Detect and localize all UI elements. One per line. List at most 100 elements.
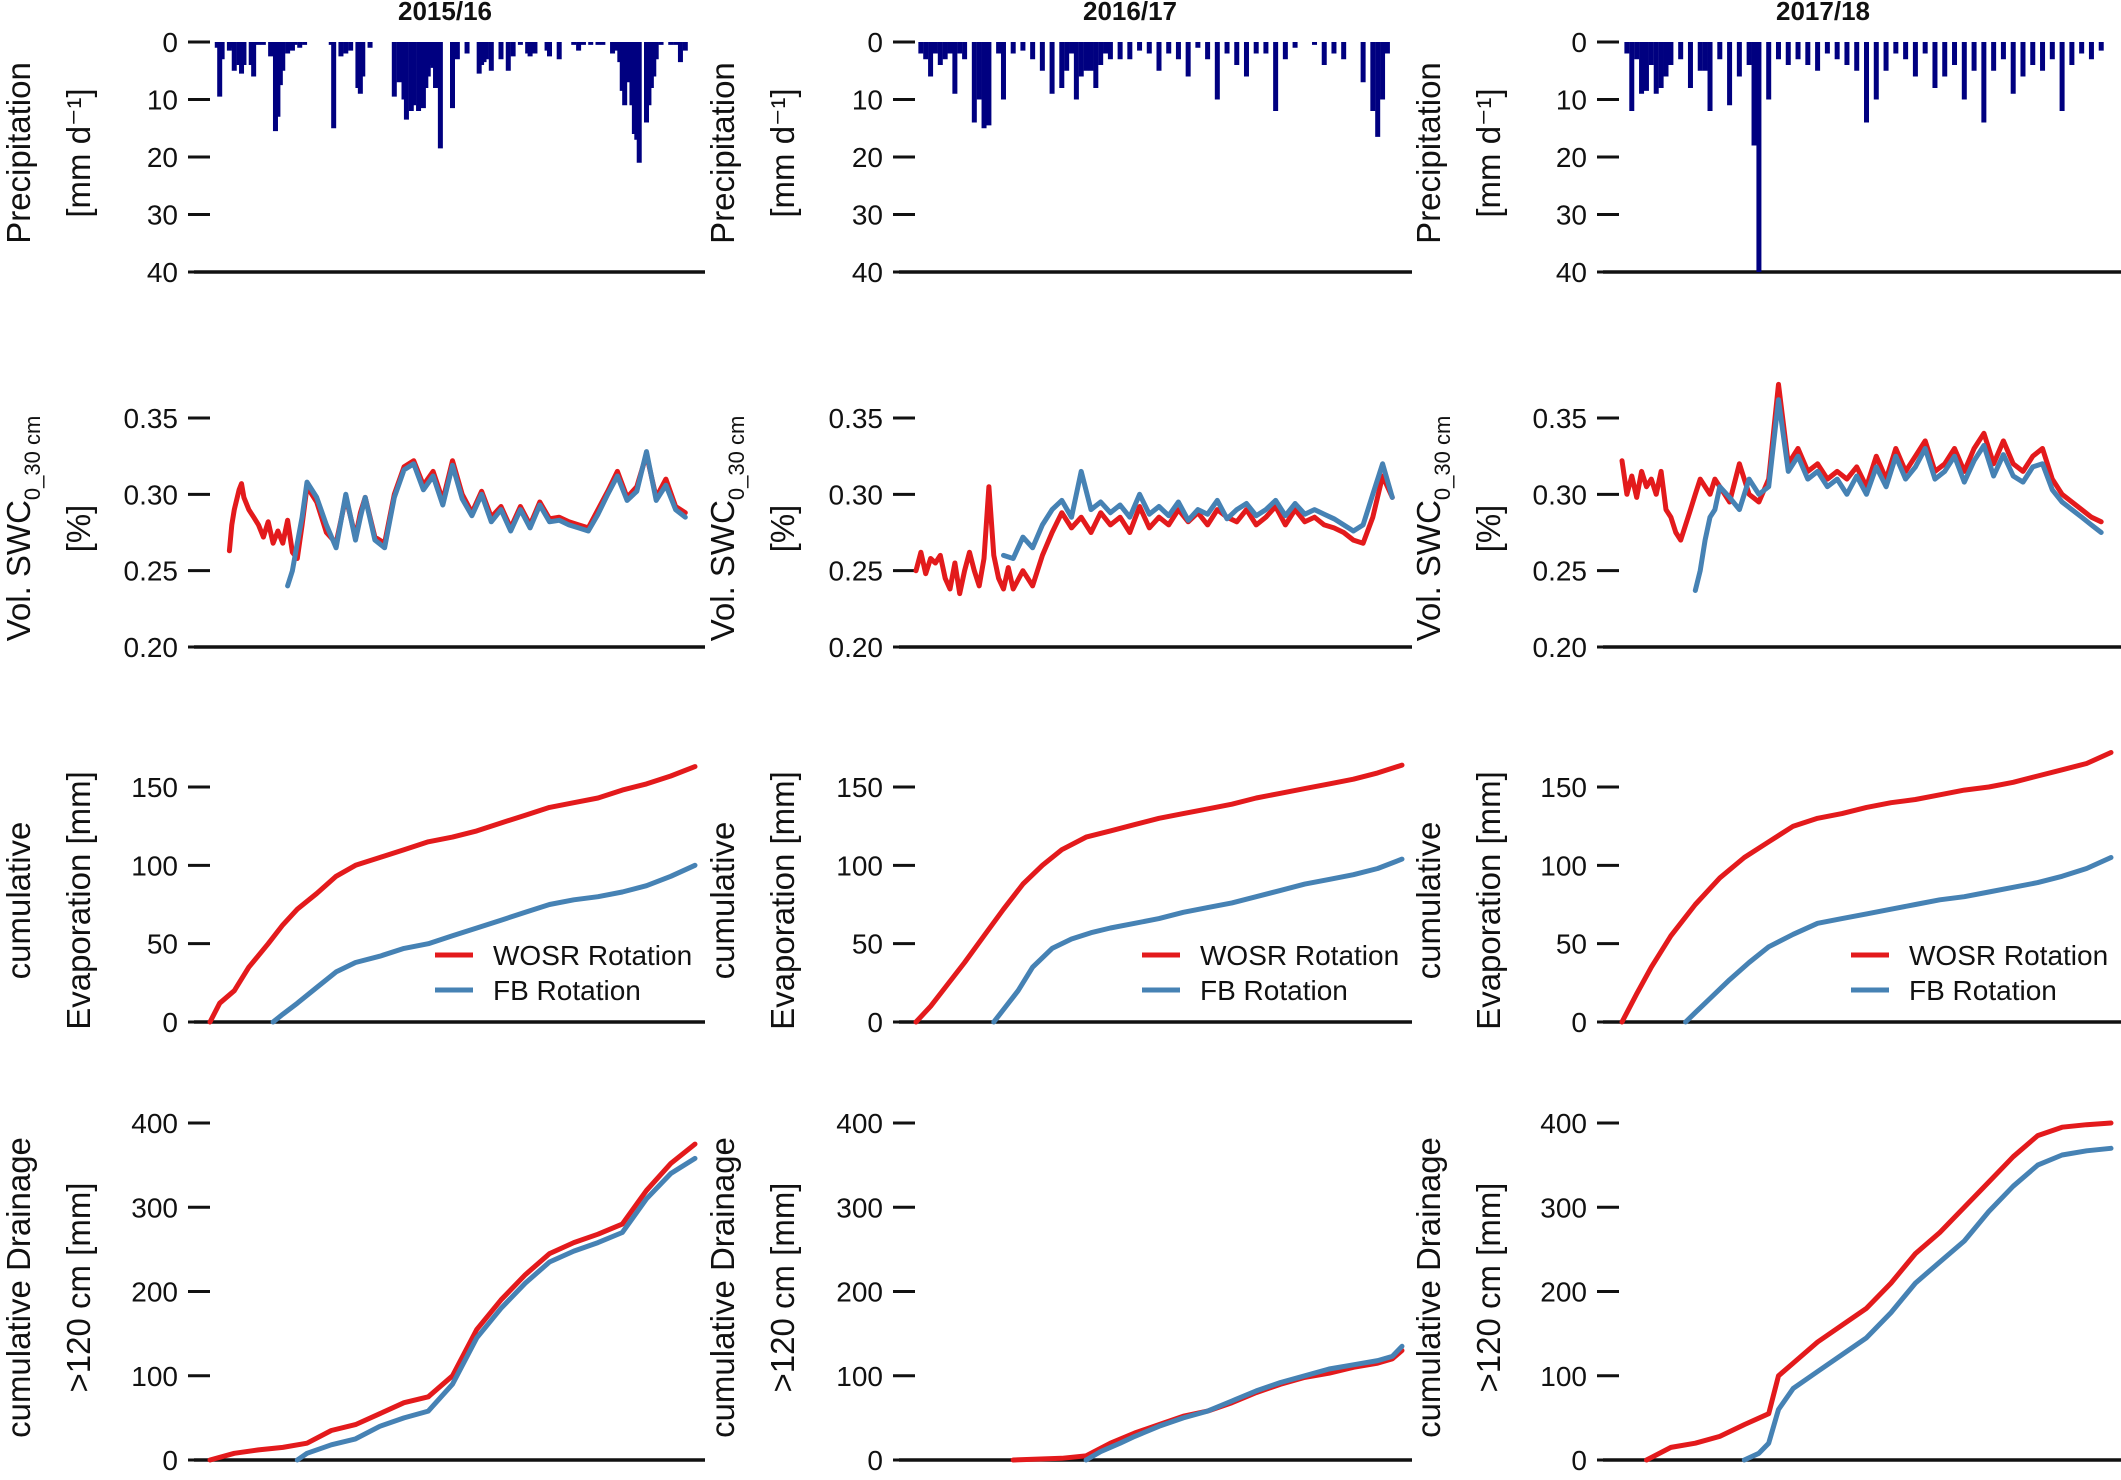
precip-bar — [297, 42, 303, 48]
y-tick-label: 30 — [1556, 200, 1587, 231]
y-tick-label: 0.30 — [1533, 479, 1588, 510]
precip-bar — [331, 42, 337, 129]
precip-bar — [1785, 42, 1791, 65]
fb-series-line — [270, 862, 698, 1025]
y-axis-label-line1: Precipitation — [0, 62, 37, 244]
y-tick-label: 100 — [1540, 1361, 1587, 1392]
precip-bar — [1083, 42, 1089, 71]
precip-bar — [1893, 42, 1899, 54]
precip-bar — [932, 42, 938, 54]
y-tick-label: 50 — [147, 929, 178, 960]
precip-bar — [280, 42, 286, 71]
precip-bar — [433, 42, 439, 88]
y-tick-label: 10 — [1556, 85, 1587, 116]
precip-bar — [1331, 42, 1337, 54]
precip-bar — [2098, 42, 2104, 51]
column-titles: 2015/16 2016/17 2017/18 — [398, 0, 1870, 26]
y-axis-label-main: Vol. SWC — [704, 500, 741, 641]
precip-bar — [1073, 42, 1079, 100]
y-tick-label: 30 — [852, 200, 883, 231]
precip-bar — [928, 42, 934, 77]
col-title-2016-17: 2016/17 — [1083, 0, 1177, 26]
precip-bar — [1653, 42, 1659, 94]
y-axis-label-line1: cumulative Drainage — [704, 1137, 741, 1438]
precip-bar — [1064, 42, 1070, 71]
precip-bar — [289, 42, 295, 51]
precip-bar — [488, 42, 494, 71]
precip-bar — [1312, 42, 1318, 45]
y-axis-label-line1: cumulative Drainage — [0, 1137, 37, 1438]
precip-bar — [1263, 42, 1269, 54]
precip-bar — [1707, 42, 1713, 111]
y-tick-label: 0.25 — [124, 556, 179, 587]
y-tick-label: 300 — [131, 1192, 178, 1223]
precip-bar — [1049, 42, 1055, 94]
precip-bar — [510, 42, 516, 57]
y-axis-label-main: Vol. SWC — [1410, 500, 1447, 641]
precip-bar — [1078, 42, 1084, 77]
fb-series-line — [1692, 397, 2104, 593]
precip-bar — [1380, 42, 1386, 100]
y-tick-label: 400 — [836, 1108, 883, 1139]
precip-bar — [1658, 42, 1664, 88]
precip-bar — [1864, 42, 1869, 123]
y-tick-label: 10 — [147, 85, 178, 116]
precip-bar — [1166, 42, 1172, 54]
y-tick-label: 0.35 — [829, 403, 884, 434]
y-tick-label: 0 — [162, 1007, 178, 1038]
fb-series-line — [1683, 855, 2114, 1025]
precip-bar — [1030, 42, 1036, 60]
precip-bar — [1103, 42, 1109, 54]
precip-bar — [2069, 42, 2075, 65]
precip-bar — [1991, 42, 1997, 71]
precip-bar — [1205, 42, 1211, 60]
y-axis-label-line1: cumulative — [1410, 822, 1447, 980]
precip-bar — [653, 42, 659, 60]
y-axis-label-line1: Precipitation — [704, 62, 741, 244]
precip-bar — [1292, 42, 1298, 48]
precip-bar — [1903, 42, 1909, 60]
y-axis-label-line1: Vol. SWC0_30 cm — [1410, 416, 1455, 642]
precip-bar — [947, 42, 953, 54]
precip-bar — [1253, 42, 1259, 54]
precip-bar — [971, 42, 977, 123]
precip-bar — [2049, 42, 2055, 60]
precip-bar — [403, 42, 409, 120]
precip-bar — [256, 42, 261, 45]
y-tick-label: 0.35 — [124, 403, 179, 434]
precip-bar — [981, 42, 987, 129]
precip-bar — [937, 42, 943, 65]
precip-bar — [1687, 42, 1693, 88]
legend-fb-label: FB Rotation — [493, 975, 641, 1006]
precip-bar — [588, 42, 594, 45]
precip-bar — [1775, 42, 1781, 60]
y-tick-label: 0 — [867, 1445, 883, 1476]
precip-bar — [1961, 42, 1967, 100]
precip-bar — [668, 42, 674, 45]
precip-bar — [464, 42, 470, 54]
precip-bar — [1883, 42, 1889, 71]
y-axis-label-line1: cumulative Drainage — [1410, 1137, 1447, 1438]
precip-bar — [571, 42, 577, 45]
precip-bar — [1059, 42, 1065, 88]
precip-bar — [1981, 42, 1987, 123]
precip-bar — [437, 42, 443, 149]
cumulative_drainage-panel-0: 0 100 200 300 400 cumulative Drainage >120 cm … — [0, 1108, 705, 1476]
precip-bar — [1224, 42, 1230, 54]
precip-bar — [1697, 42, 1703, 71]
precip-bar — [1341, 42, 1347, 60]
precip-bar — [952, 42, 958, 94]
precip-bar — [1088, 42, 1094, 71]
y-tick-label: 0 — [162, 27, 178, 58]
fb-series-line — [294, 1155, 698, 1463]
y-tick-label: 400 — [1540, 1108, 1587, 1139]
soil_water_content-panel-0: 0.20 0.25 0.30 0.35 Vol. SWC0_30 cm [%] — [0, 403, 705, 663]
y-axis-label-line2: [%] — [1470, 505, 1507, 553]
precip-bar — [1010, 42, 1016, 54]
precip-bar — [1805, 42, 1811, 65]
y-axis-label-subscript: 0_30 cm — [724, 416, 749, 500]
precip-bar — [1766, 42, 1772, 100]
precip-bar — [2040, 42, 2046, 71]
precip-bar — [411, 42, 417, 106]
precip-bar — [1375, 42, 1381, 137]
